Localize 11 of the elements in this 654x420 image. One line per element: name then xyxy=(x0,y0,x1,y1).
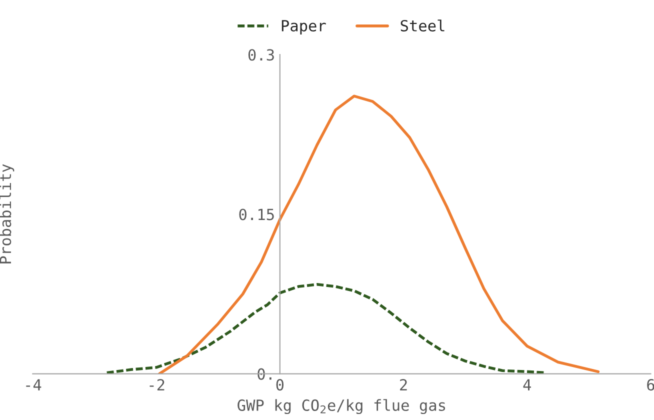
y-tick-label: 0.3 xyxy=(248,49,274,61)
x-tick-label: 4 xyxy=(523,379,531,390)
x-tick-label: 6 xyxy=(647,379,654,391)
x-tick-label: 0 xyxy=(276,379,284,391)
x-axis-title: GWP kg CO$_{2}$e/kg flue gas xyxy=(238,399,446,414)
legend-label: Paper xyxy=(282,20,326,34)
x-tick-label: -2 xyxy=(150,379,164,390)
x-tick-label: 2 xyxy=(400,379,407,390)
legend-label: Steel xyxy=(400,20,444,32)
y-tick-label: 0.15 xyxy=(239,208,274,220)
x-tick-label: -4 xyxy=(26,379,42,390)
